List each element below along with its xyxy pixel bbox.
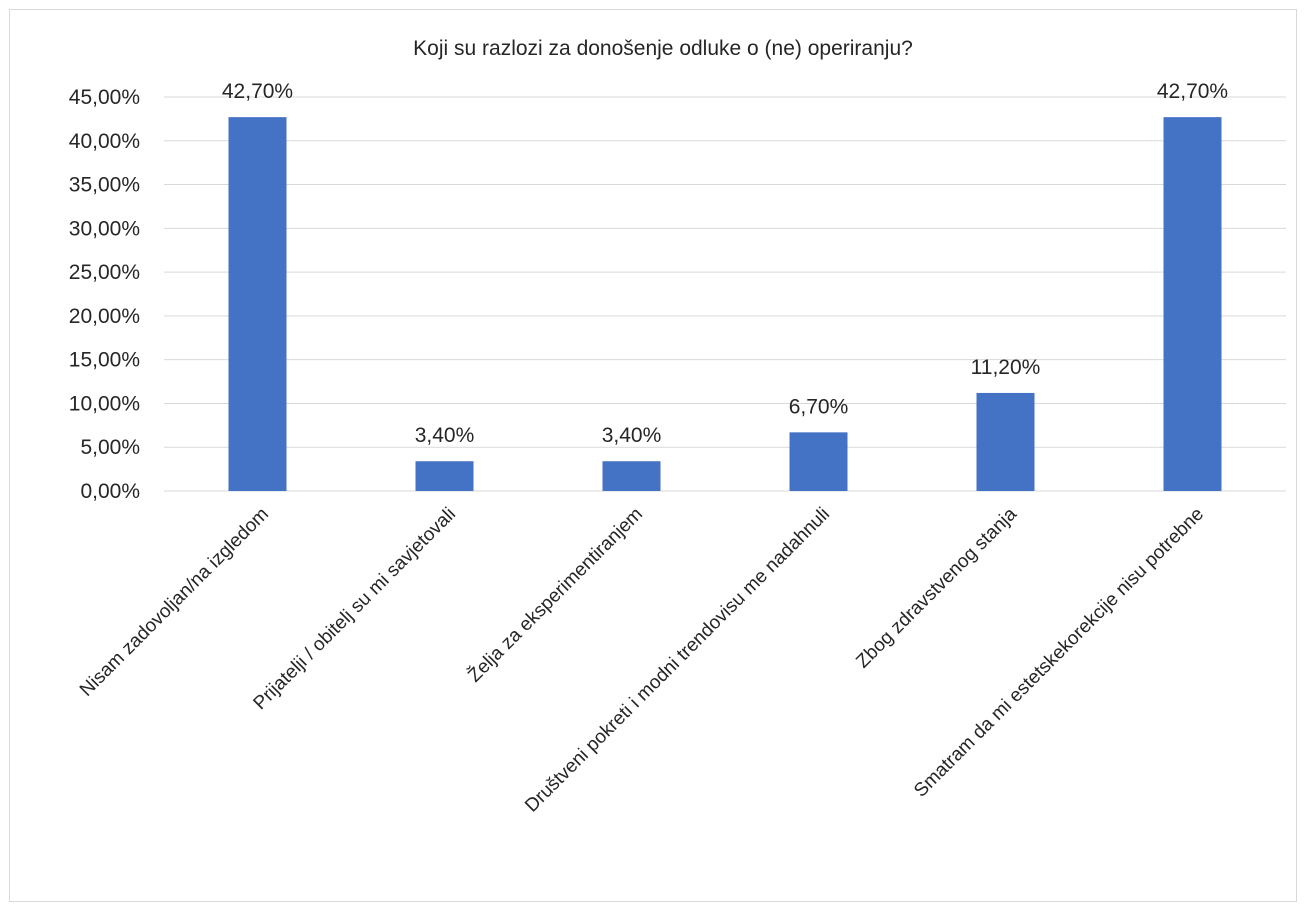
category-label: Zbog zdravstvenog stanja — [852, 503, 1021, 672]
data-label: 42,70% — [222, 80, 293, 103]
category-label: Želja za eksperimentiranjem — [463, 503, 647, 687]
bar — [228, 117, 287, 491]
bars — [228, 117, 1222, 491]
bar — [976, 392, 1035, 491]
y-tick-label: 25,00% — [69, 261, 140, 284]
chart-frame — [9, 9, 1297, 902]
y-axis-ticks: 0,00% 5,00% 10,00% 15,00% 20,00% 25,00% 30,00%… — [69, 86, 140, 503]
bar — [602, 461, 661, 491]
data-label: 11,20% — [971, 356, 1041, 379]
data-label: 42,70% — [1157, 80, 1228, 103]
y-tick-label: 10,00% — [69, 392, 140, 415]
category-label: Društveni pokreti i modni trendovisu me … — [521, 504, 834, 817]
chart-title: Koji su razlozi za donošenje odluke o (n… — [413, 37, 913, 60]
y-tick-label: 20,00% — [69, 305, 140, 328]
bar — [1163, 117, 1222, 491]
data-label: 3,40% — [415, 424, 475, 447]
category-label: Smatram da mi estetskekorekcije nisu pot… — [910, 504, 1208, 802]
data-label: 6,70% — [789, 395, 849, 418]
y-tick-label: 40,00% — [69, 130, 140, 153]
category-label: Prijatelji / obitelj su mi savjetovali — [250, 504, 460, 714]
data-labels: 42,70% 3,40% 3,40% 6,70% 11,20% 42,70% — [222, 80, 1228, 447]
category-label: Nisam zadovoljan/na izgledom — [76, 504, 273, 701]
bar — [789, 432, 848, 491]
bar — [415, 461, 474, 491]
y-tick-label: 30,00% — [69, 217, 140, 240]
y-tick-label: 15,00% — [69, 349, 140, 372]
y-tick-label: 45,00% — [69, 86, 140, 109]
y-tick-label: 35,00% — [69, 174, 140, 197]
y-tick-label: 0,00% — [80, 480, 140, 503]
data-label: 3,40% — [602, 424, 662, 447]
y-tick-label: 5,00% — [80, 436, 140, 459]
grid-lines — [164, 96, 1286, 492]
